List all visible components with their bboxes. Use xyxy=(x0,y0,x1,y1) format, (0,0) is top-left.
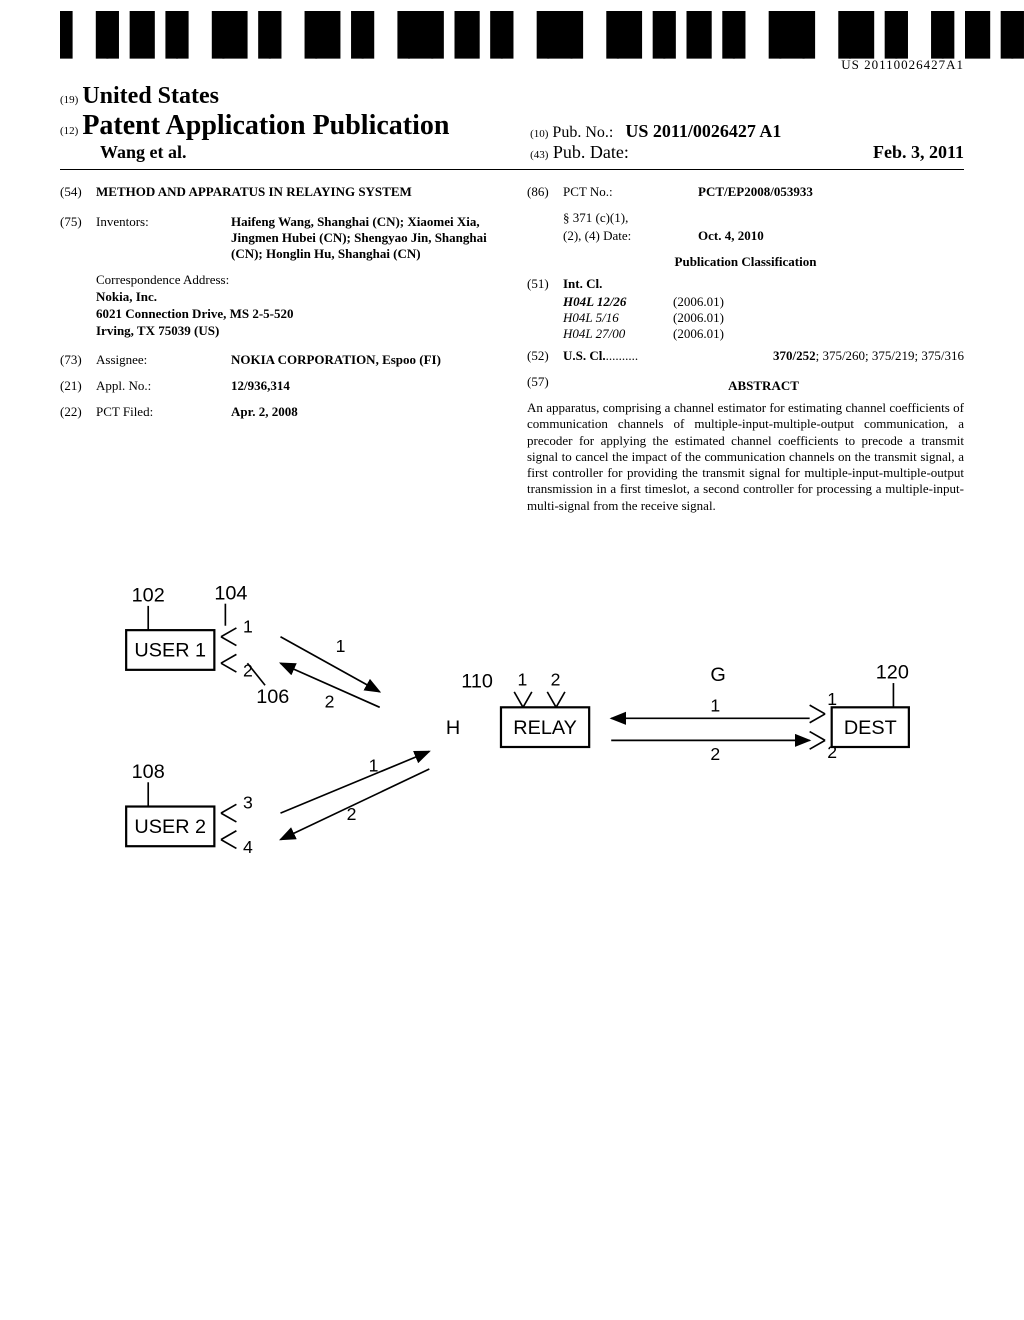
assignee: NOKIA CORPORATION, Espoo (FI) xyxy=(231,352,497,368)
pubdate-sup: (43) xyxy=(530,149,548,161)
abstract-body: An apparatus, comprising a channel estim… xyxy=(527,400,964,514)
country: United States xyxy=(82,83,219,109)
assignee-label: Assignee: xyxy=(96,352,231,368)
svg-text:1: 1 xyxy=(827,689,837,709)
pubdate-label: Pub. Date: xyxy=(553,142,629,162)
abstract-heading: ABSTRACT xyxy=(563,378,964,394)
intcl-date-1: (2006.01) xyxy=(673,310,724,326)
svg-text:3: 3 xyxy=(243,793,253,813)
applno-label: Appl. No.: xyxy=(96,378,231,394)
inventors-label: Inventors: xyxy=(96,214,231,262)
svg-text:1: 1 xyxy=(369,755,379,775)
left-column: (54) METHOD AND APPARATUS IN RELAYING SY… xyxy=(60,184,497,514)
svg-text:106: 106 xyxy=(256,686,289,708)
intcl-code-2: H04L 27/00 xyxy=(563,326,673,342)
barcode-block: ▌▐▌█▐▌▐█▐▌▐█▐▌▐█▌█▐▌▐█▌▐█▐▌█▐▌▐█▌▐█▐▌▐▌█… xyxy=(60,30,964,73)
svg-text:110: 110 xyxy=(461,670,493,692)
intcl-label: Int. Cl. xyxy=(563,276,964,292)
assignee-num: (73) xyxy=(60,352,96,368)
pctno-label: PCT No.: xyxy=(563,184,698,200)
pctfiled-label: PCT Filed: xyxy=(96,404,231,420)
svg-text:2: 2 xyxy=(827,742,837,762)
pctfiled: Apr. 2, 2008 xyxy=(231,404,497,420)
intcl-date-2: (2006.01) xyxy=(673,326,724,342)
doctype-sup: (12) xyxy=(60,125,78,137)
svg-text:4: 4 xyxy=(243,837,253,857)
svg-text:108: 108 xyxy=(132,761,165,783)
intcl-code-0: H04L 12/26 xyxy=(563,294,673,310)
svg-text:1: 1 xyxy=(710,696,720,716)
uscl-bold: 370/252 xyxy=(773,348,816,363)
pubno-sup: (10) xyxy=(530,128,548,140)
classification-heading: Publication Classification xyxy=(527,254,964,270)
pubdate: Feb. 3, 2011 xyxy=(873,142,964,163)
figure-diagram: USER 110212104106USER 2108341212HRELAY12… xyxy=(60,564,964,895)
pubno: US 2011/0026427 A1 xyxy=(625,121,781,141)
right-column: (86) PCT No.: PCT/EP2008/053933 § 371 (c… xyxy=(527,184,964,514)
title-num: (54) xyxy=(60,184,96,200)
svg-text:2: 2 xyxy=(551,669,561,689)
svg-text:RELAY: RELAY xyxy=(513,717,577,739)
svg-text:2: 2 xyxy=(710,744,720,764)
uscl-rest: ; 375/260; 375/219; 375/316 xyxy=(816,348,964,363)
svg-text:USER 2: USER 2 xyxy=(134,816,206,838)
inventors: Haifeng Wang, Shanghai (CN); Xiaomei Xia… xyxy=(231,214,497,262)
svg-text:1: 1 xyxy=(243,616,253,636)
corr-name: Nokia, Inc. xyxy=(96,289,497,306)
barcode-glyphs: ▌▐▌█▐▌▐█▐▌▐█▐▌▐█▌█▐▌▐█▌▐█▐▌█▐▌▐█▌▐█▐▌▐▌█… xyxy=(60,30,964,55)
s371-sub: (2), (4) Date: xyxy=(563,228,698,244)
svg-text:104: 104 xyxy=(214,582,247,604)
corr-addr2: Irving, TX 75039 (US) xyxy=(96,323,497,340)
svg-text:H: H xyxy=(446,717,460,739)
svg-text:DEST: DEST xyxy=(844,717,897,739)
authors: Wang et al. xyxy=(60,142,512,163)
corr-label: Correspondence Address: xyxy=(96,272,497,289)
pubno-label: Pub. No.: xyxy=(552,124,613,141)
svg-text:120: 120 xyxy=(876,662,909,684)
bibliography: (54) METHOD AND APPARATUS IN RELAYING SY… xyxy=(60,184,964,514)
svg-text:2: 2 xyxy=(347,804,357,824)
svg-text:1: 1 xyxy=(336,636,346,656)
svg-text:102: 102 xyxy=(132,584,165,606)
svg-text:2: 2 xyxy=(325,691,335,711)
intcl-date-0: (2006.01) xyxy=(673,294,724,310)
applno-num: (21) xyxy=(60,378,96,394)
pctno: PCT/EP2008/053933 xyxy=(698,184,964,200)
inventors-num: (75) xyxy=(60,214,96,262)
header: (19) United States (12) Patent Applicati… xyxy=(60,83,964,163)
intcl-code-1: H04L 5/16 xyxy=(563,310,673,326)
header-rule xyxy=(60,169,964,170)
svg-text:USER 1: USER 1 xyxy=(134,640,206,662)
applno: 12/936,314 xyxy=(231,378,497,394)
uscl-num: (52) xyxy=(527,348,563,364)
correspondence-address: Correspondence Address: Nokia, Inc. 6021… xyxy=(96,272,497,340)
svg-text:G: G xyxy=(710,664,725,686)
pctfiled-num: (22) xyxy=(60,404,96,420)
abstract-num: (57) xyxy=(527,374,563,398)
pctno-num: (86) xyxy=(527,184,563,200)
intcl-num: (51) xyxy=(527,276,563,292)
doc-type: Patent Application Publication xyxy=(82,110,449,141)
s371-label: § 371 (c)(1), xyxy=(563,210,698,226)
invention-title: METHOD AND APPARATUS IN RELAYING SYSTEM xyxy=(96,184,497,200)
svg-text:1: 1 xyxy=(518,669,528,689)
intcl-list: H04L 12/26 (2006.01) H04L 5/16 (2006.01)… xyxy=(563,294,964,342)
country-sup: (19) xyxy=(60,94,78,106)
corr-addr1: 6021 Connection Drive, MS 2-5-520 xyxy=(96,306,497,323)
uscl-label: U.S. Cl. xyxy=(563,348,606,364)
s371-date: Oct. 4, 2010 xyxy=(698,228,964,244)
